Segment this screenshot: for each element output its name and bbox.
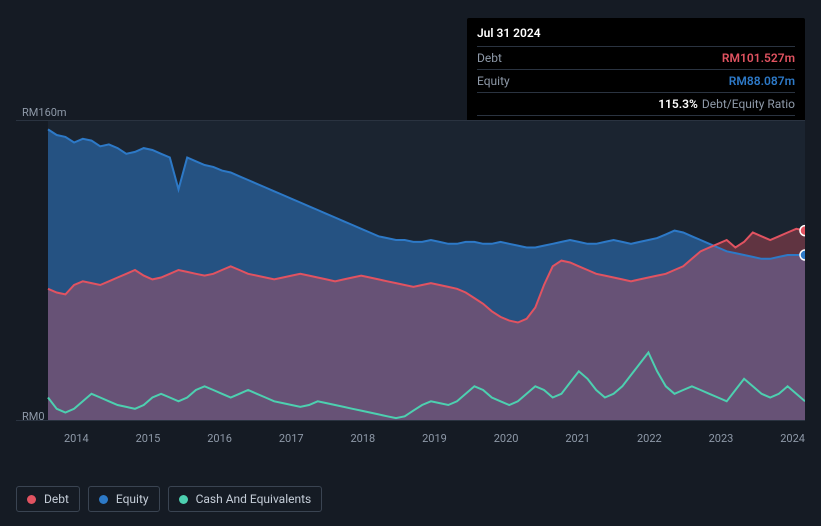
tooltip-row-equity: Equity RM88.087m (477, 70, 795, 93)
legend-label: Debt (44, 492, 69, 506)
tooltip-row-debt: Debt RM101.527m (477, 47, 795, 70)
x-tick-label: 2015 (136, 432, 161, 445)
tooltip-label: Debt (477, 51, 722, 65)
legend: Debt Equity Cash And Equivalents (16, 486, 322, 512)
legend-dot-debt (27, 495, 36, 504)
y-axis-max-label: RM160m (22, 106, 67, 119)
x-tick-label: 2022 (637, 432, 662, 445)
x-tick-label: 2019 (422, 432, 447, 445)
tooltip-label: Equity (477, 74, 729, 88)
x-tick-label: 2016 (207, 432, 232, 445)
tooltip-value: RM101.527m (722, 51, 795, 65)
x-axis: 2014 2015 2016 2017 2018 2019 2020 2021 2022 2023… (64, 432, 805, 445)
chart-area: RM160m RM0 20142015201620172018201920202… (16, 120, 805, 428)
tooltip-ratio-label: Debt/Equity Ratio (702, 97, 795, 111)
legend-dot-cash (179, 495, 188, 504)
x-tick-label: 2021 (565, 432, 590, 445)
tooltip-label (477, 97, 658, 111)
legend-item-cash[interactable]: Cash And Equivalents (168, 486, 323, 512)
legend-item-debt[interactable]: Debt (16, 486, 80, 512)
x-tick-label: 2017 (279, 432, 304, 445)
x-tick-label: 2014 (64, 432, 89, 445)
x-tick-label: 2020 (494, 432, 519, 445)
chart-svg[interactable] (16, 120, 805, 428)
x-tick-label: 2023 (709, 432, 734, 445)
x-tick-label: 2024 (780, 432, 805, 445)
tooltip-row-ratio: 115.3% Debt/Equity Ratio (477, 93, 795, 116)
tooltip-date: Jul 31 2024 (477, 26, 795, 47)
x-tick-label: 2018 (351, 432, 376, 445)
legend-label: Equity (116, 492, 149, 506)
tooltip-value: RM88.087m (729, 74, 795, 88)
legend-dot-equity (99, 495, 108, 504)
tooltip-ratio-pct: 115.3% (658, 97, 698, 111)
y-axis-min-label: RM0 (22, 410, 45, 423)
legend-label: Cash And Equivalents (196, 492, 312, 506)
legend-item-equity[interactable]: Equity (88, 486, 160, 512)
